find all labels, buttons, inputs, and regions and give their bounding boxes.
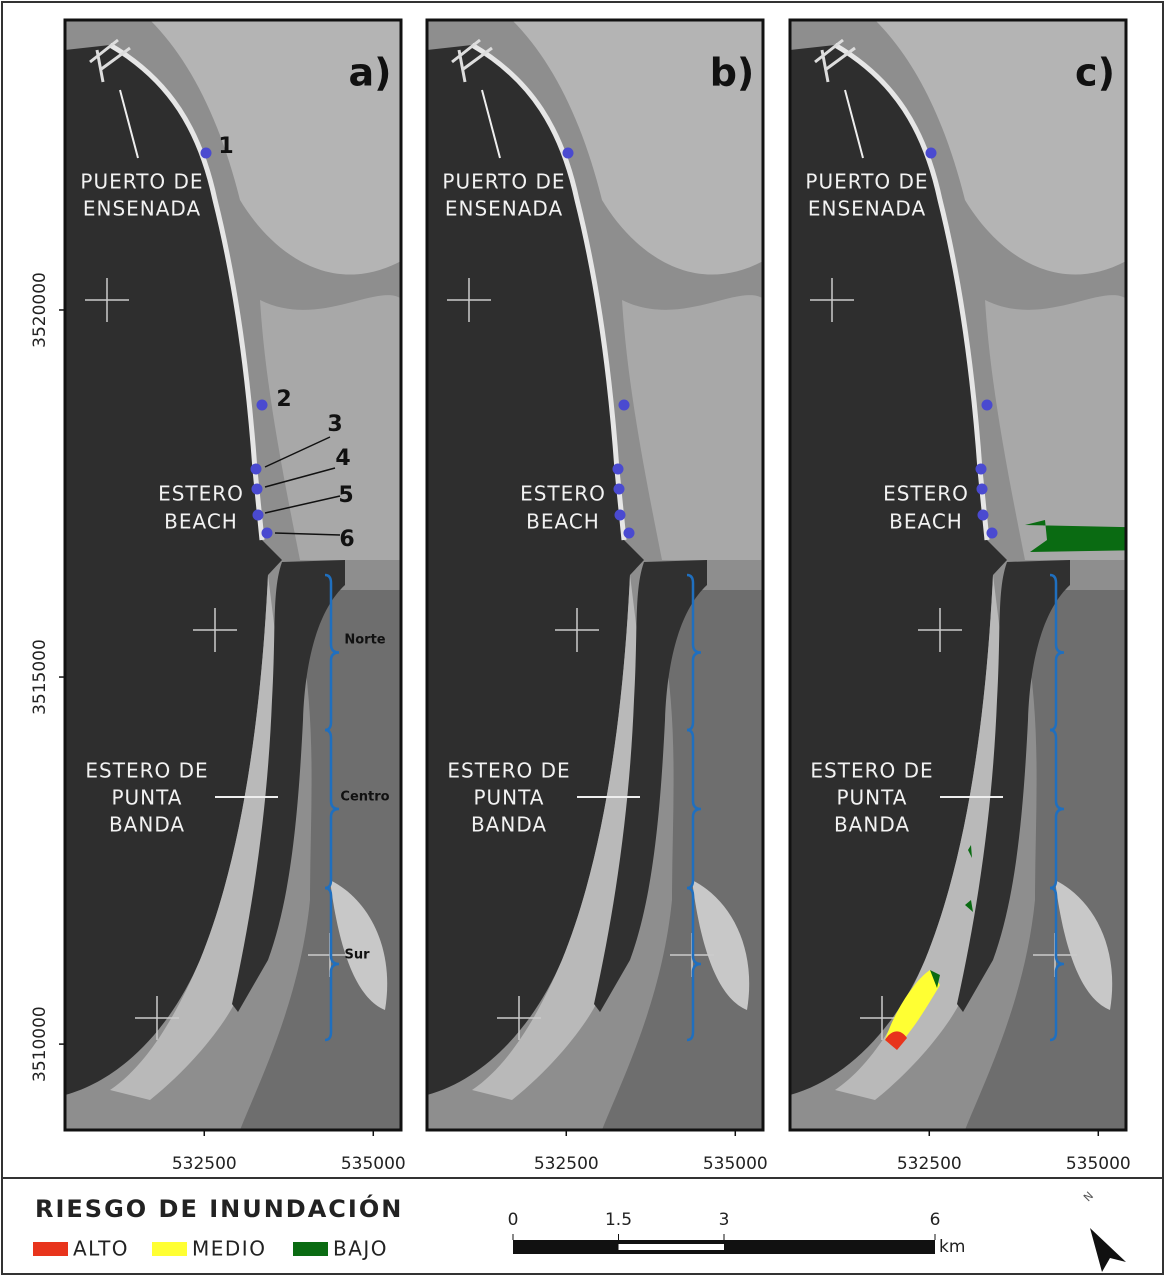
place-label: ESTERO DE: [85, 759, 208, 783]
place-label: PUNTA: [111, 786, 182, 810]
sample-point: [252, 484, 263, 495]
place-label: BANDA: [834, 813, 910, 837]
panel-label: b): [710, 51, 755, 95]
sample-point: [976, 464, 987, 475]
place-label: PUERTO DE: [80, 170, 203, 194]
place-label: PUNTA: [473, 786, 544, 810]
sample-point: [253, 510, 264, 521]
place-label: BANDA: [471, 813, 547, 837]
sample-point: [987, 528, 998, 539]
scale-label: 3: [719, 1210, 730, 1230]
legend-title: RIESGO DE INUNDACIÓN: [35, 1193, 403, 1223]
x-tick-label: 532500: [897, 1154, 962, 1174]
place-label: ENSENADA: [808, 197, 926, 221]
place-label: BANDA: [109, 813, 185, 837]
x-tick-label: 535000: [1066, 1154, 1131, 1174]
sample-point: [201, 148, 212, 159]
sample-point: [257, 400, 268, 411]
place-label: PUNTA: [836, 786, 907, 810]
legend-label: BAJO: [333, 1237, 388, 1261]
place-label: ESTERO DE: [447, 759, 570, 783]
place-label: BEACH: [164, 510, 238, 534]
sample-point: [262, 528, 273, 539]
point-label: 4: [335, 446, 350, 471]
place-label: ENSENADA: [445, 197, 563, 221]
figure: RIESGO DE INUNDACIÓN N a)PUERTO DEENSENA…: [0, 0, 1165, 1276]
place-label: ESTERO: [158, 482, 244, 506]
place-label: ESTERO DE: [810, 759, 933, 783]
legend-label: MEDIO: [192, 1237, 266, 1261]
place-label: PUERTO DE: [442, 170, 565, 194]
sample-point: [977, 484, 988, 495]
point-label: 5: [338, 483, 353, 508]
panel-label: c): [1075, 51, 1115, 95]
legend-swatch: [33, 1242, 68, 1256]
sample-point: [563, 148, 574, 159]
sample-point: [982, 400, 993, 411]
section-label: Centro: [340, 790, 389, 805]
sample-point: [978, 510, 989, 521]
panel-label: a): [348, 51, 391, 95]
x-tick-label: 532500: [172, 1154, 237, 1174]
scale-label: 1.5: [605, 1210, 632, 1230]
y-tick-label: 3510000: [30, 1006, 50, 1082]
place-label: PUERTO DE: [805, 170, 928, 194]
legend-swatch: [152, 1242, 187, 1256]
scale-segment-inner: [619, 1244, 725, 1250]
x-tick-label: 535000: [703, 1154, 768, 1174]
sample-point: [926, 148, 937, 159]
sample-point: [613, 464, 624, 475]
place-label: BEACH: [526, 510, 600, 534]
scale-segment: [513, 1240, 619, 1254]
sample-point: [251, 464, 262, 475]
scale-unit: km: [939, 1237, 965, 1257]
section-label: Sur: [344, 948, 370, 963]
x-tick-label: 535000: [341, 1154, 406, 1174]
point-label: 6: [339, 527, 354, 552]
legend-label: ALTO: [73, 1237, 129, 1261]
scale-label: 6: [930, 1210, 941, 1230]
point-label: 2: [276, 387, 291, 412]
place-label: ENSENADA: [83, 197, 201, 221]
point-label: 1: [218, 134, 233, 159]
place-label: ESTERO: [520, 482, 606, 506]
point-label: 3: [327, 412, 342, 437]
y-tick-label: 3520000: [30, 272, 50, 348]
sample-point: [624, 528, 635, 539]
scale-label: 0: [508, 1210, 519, 1230]
legend-swatch: [293, 1242, 328, 1256]
sample-point: [614, 484, 625, 495]
place-label: ESTERO: [883, 482, 969, 506]
x-tick-label: 532500: [534, 1154, 599, 1174]
place-label: BEACH: [889, 510, 963, 534]
y-tick-label: 3515000: [30, 639, 50, 715]
sample-point: [615, 510, 626, 521]
scale-segment: [724, 1240, 935, 1254]
section-label: Norte: [344, 633, 385, 648]
sample-point: [619, 400, 630, 411]
